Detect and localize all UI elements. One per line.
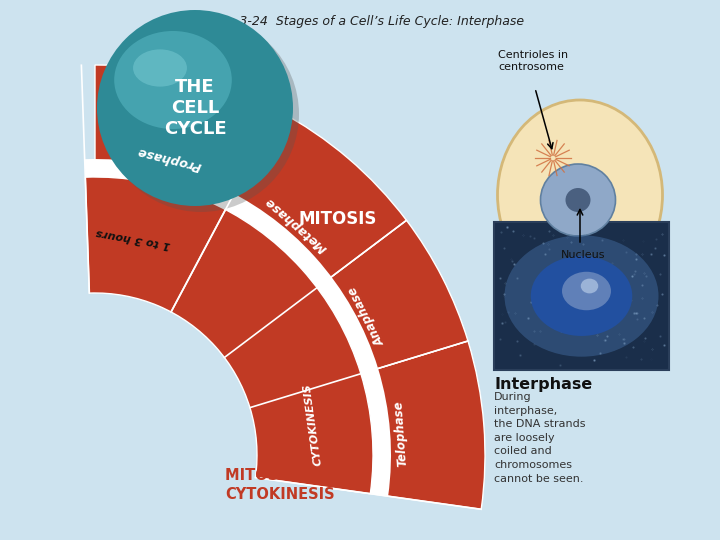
Ellipse shape — [581, 279, 598, 293]
Bar — [494, 222, 669, 370]
Text: Anaphase: Anaphase — [347, 284, 388, 348]
Ellipse shape — [133, 49, 187, 86]
Ellipse shape — [114, 31, 232, 129]
Wedge shape — [95, 65, 278, 259]
Text: CYTOKINESIS: CYTOKINESIS — [302, 382, 323, 466]
Wedge shape — [307, 341, 485, 509]
Text: During
interphase,
the DNA strands
are loosely
coiled and
chromosomes
cannot be : During interphase, the DNA strands are l… — [494, 392, 585, 484]
Wedge shape — [199, 111, 407, 321]
Text: Figure 3-24  Stages of a Cell’s Life Cycle: Interphase: Figure 3-24 Stages of a Cell’s Life Cycl… — [196, 15, 524, 28]
Text: Metaphase: Metaphase — [262, 194, 329, 254]
Wedge shape — [272, 220, 468, 390]
Text: Centrioles in
centrosome: Centrioles in centrosome — [498, 50, 568, 72]
Text: MITOSIS AND
CYTOKINESIS: MITOSIS AND CYTOKINESIS — [225, 468, 335, 502]
Ellipse shape — [103, 16, 299, 212]
Text: THE
CELL
CYCLE: THE CELL CYCLE — [163, 78, 226, 138]
Ellipse shape — [562, 272, 611, 310]
Ellipse shape — [531, 256, 632, 336]
Text: Telophase: Telophase — [392, 400, 409, 467]
Ellipse shape — [498, 100, 662, 290]
Ellipse shape — [97, 10, 293, 206]
Text: 1 to 3 hours: 1 to 3 hours — [95, 227, 171, 250]
Ellipse shape — [541, 164, 616, 236]
Wedge shape — [85, 177, 373, 494]
Wedge shape — [85, 159, 391, 496]
Ellipse shape — [565, 188, 590, 212]
Text: Prophase: Prophase — [135, 144, 202, 172]
Text: MITOSIS: MITOSIS — [299, 210, 377, 228]
Ellipse shape — [505, 235, 659, 357]
Text: Nucleus: Nucleus — [561, 250, 606, 260]
Text: Interphase: Interphase — [494, 377, 593, 392]
